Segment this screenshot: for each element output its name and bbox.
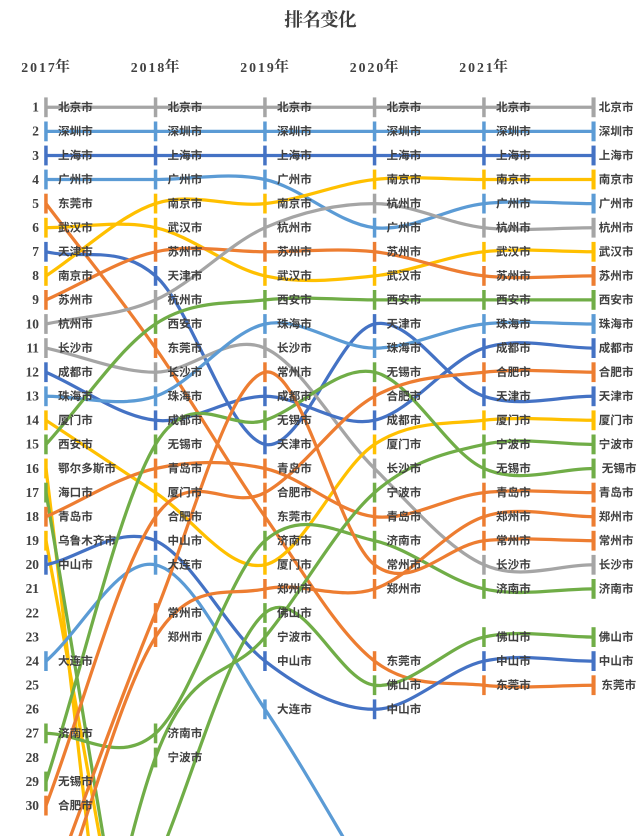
svg-text:26: 26	[26, 702, 40, 717]
svg-text:2018: 2018	[131, 60, 167, 75]
svg-text:4: 4	[32, 172, 39, 187]
svg-text:25: 25	[26, 678, 40, 693]
svg-text:16: 16	[26, 461, 40, 476]
svg-text:11: 11	[26, 340, 39, 355]
svg-text:7: 7	[32, 244, 39, 259]
svg-text:3: 3	[32, 148, 39, 163]
svg-text:23: 23	[26, 629, 40, 644]
svg-text:21: 21	[26, 581, 39, 596]
svg-text:8: 8	[32, 268, 39, 283]
svg-text:20: 20	[26, 557, 40, 572]
svg-text:6: 6	[32, 220, 39, 235]
svg-text:27: 27	[26, 726, 40, 741]
svg-text:14: 14	[26, 413, 40, 428]
svg-text:18: 18	[26, 509, 40, 524]
svg-text:15: 15	[26, 437, 40, 452]
svg-text:24: 24	[26, 653, 40, 668]
svg-text:1: 1	[32, 100, 39, 115]
svg-text:13: 13	[26, 389, 40, 404]
svg-text:2021: 2021	[459, 60, 495, 75]
svg-text:5: 5	[32, 196, 39, 211]
svg-text:2020: 2020	[350, 60, 386, 75]
svg-text:2017: 2017	[21, 60, 57, 75]
svg-text:17: 17	[26, 485, 40, 500]
svg-text:22: 22	[26, 605, 40, 620]
svg-text:9: 9	[32, 292, 39, 307]
svg-text:2019: 2019	[240, 60, 276, 75]
svg-text:29: 29	[26, 774, 40, 789]
svg-text:12: 12	[26, 365, 40, 380]
svg-text:19: 19	[26, 533, 40, 548]
svg-text:28: 28	[26, 750, 40, 765]
svg-text:2: 2	[32, 124, 39, 139]
svg-text:30: 30	[26, 798, 40, 813]
svg-text:10: 10	[26, 316, 40, 331]
